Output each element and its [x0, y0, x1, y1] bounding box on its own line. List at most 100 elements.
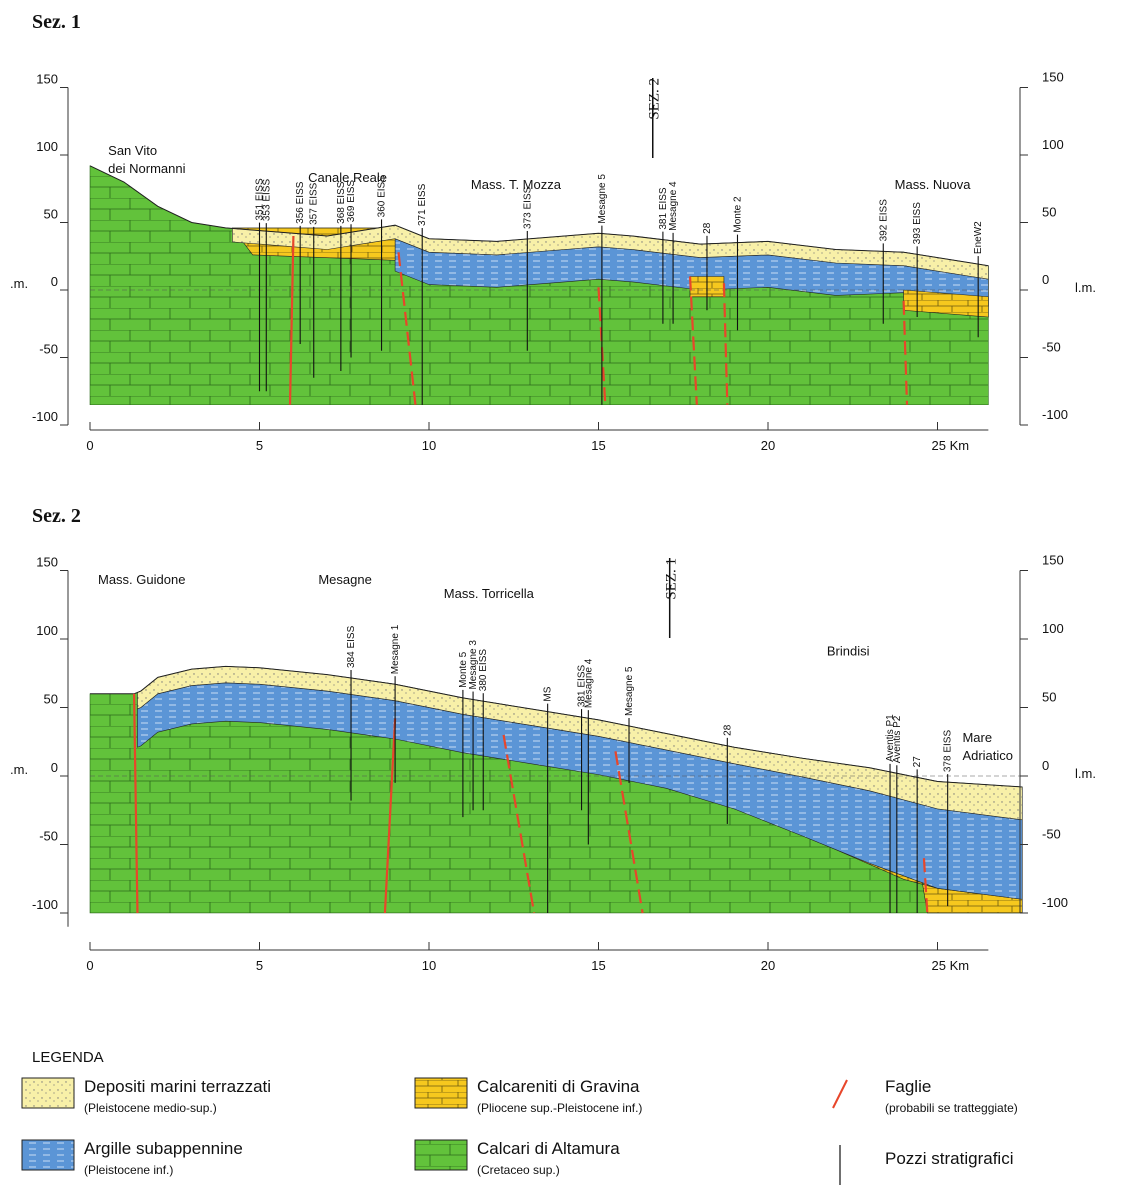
y-tick-label: 150: [36, 72, 58, 87]
y-tick-label: 0: [1042, 758, 1049, 773]
well-label: 357 EISS: [309, 182, 320, 225]
place-label: Adriatico: [962, 748, 1013, 763]
x-tick-label: 20: [761, 438, 775, 453]
y-tick-label: 100: [36, 623, 58, 638]
y-tick-label: 0: [51, 760, 58, 775]
y-tick-label: -100: [32, 409, 58, 424]
datum-label: .m.: [10, 276, 28, 291]
well-label: 371 EISS: [417, 183, 428, 226]
section-marker-label: SEZ. 1: [664, 558, 680, 600]
legend-swatch: [21, 1139, 75, 1171]
x-tick-label: 20: [761, 958, 775, 973]
well-label: 27: [912, 756, 923, 768]
y-tick-label: -100: [1042, 895, 1068, 910]
y-tick-label: -50: [1042, 340, 1061, 355]
well-label: 28: [702, 222, 713, 234]
x-tick-label: 25 Km: [932, 958, 970, 973]
fault: [902, 300, 909, 405]
place-label: Canale Reale: [308, 170, 387, 185]
fault: [722, 283, 729, 405]
legend-name: Calcareniti di Gravina: [477, 1077, 640, 1096]
fault: [288, 235, 295, 405]
y-tick-label: -50: [39, 829, 58, 844]
y-tick-label: 50: [44, 207, 58, 222]
y-tick-label: 0: [51, 274, 58, 289]
legend-title: LEGENDA: [32, 1049, 104, 1066]
well-label: 360 EISS: [377, 175, 388, 218]
place-label: dei Normanni: [108, 161, 185, 176]
well-label: 368 EISS: [336, 181, 347, 224]
y-tick-label: 100: [1042, 137, 1064, 152]
well-label: Mesagne 5: [624, 666, 635, 716]
well-label: 384 EISS: [346, 625, 357, 668]
place-label: Mesagne: [318, 572, 371, 587]
x-tick-label: 0: [86, 958, 93, 973]
well-label: 353 EISS: [261, 179, 272, 222]
legend-period: (Cretaceo sup.): [477, 1163, 560, 1177]
legend-period: (Pleistocene inf.): [84, 1163, 173, 1177]
well-label: 351 EISS: [255, 178, 266, 221]
well-label: 356 EISS: [295, 181, 306, 224]
y-tick-label: -100: [32, 897, 58, 912]
well-label: Mesagne 4: [668, 181, 679, 231]
y-tick-label: -50: [39, 342, 58, 357]
legend-name: Calcari di Altamura: [477, 1139, 620, 1158]
well-label: Aventis P2: [892, 715, 903, 763]
y-tick-label: 150: [1042, 70, 1064, 85]
well-label: 381 EISS: [658, 187, 669, 230]
legend-name: Faglie: [885, 1077, 931, 1096]
fault: [397, 252, 417, 405]
y-tick-label: 50: [1042, 205, 1056, 220]
well-label: 369 EISS: [346, 180, 357, 223]
place-label: San Vito: [108, 143, 157, 158]
legend-period: (Pleistocene medio-sup.): [84, 1101, 217, 1115]
place-label: Mass. T. Mozza: [471, 177, 562, 192]
legend: LEGENDA Depositi marini terrazzati (Pleist…: [21, 1049, 1018, 1185]
x-tick-label: 15: [591, 438, 605, 453]
legend-name: Argille subappennine: [84, 1139, 243, 1158]
well-label: MS: [543, 686, 554, 701]
legend-swatch: [21, 1077, 75, 1109]
y-tick-label: 100: [1042, 621, 1064, 636]
y-tick-label: -50: [1042, 827, 1061, 842]
legend-fault: [832, 1079, 848, 1109]
legend-period: (Pliocene sup.-Pleistocene inf.): [477, 1101, 642, 1115]
fault: [688, 276, 698, 405]
well-label: 373 EISS: [522, 186, 533, 229]
y-tick-label: 0: [1042, 272, 1049, 287]
well-label: Mesagne 1: [390, 624, 401, 674]
place-label: Mass. Guidone: [98, 572, 185, 587]
legend-swatch: [414, 1077, 468, 1109]
y-tick-label: 150: [1042, 553, 1064, 568]
x-tick-label: 10: [422, 438, 436, 453]
datum-label: l.m.: [1075, 280, 1096, 295]
legend-period: (probabili se tratteggiate): [885, 1101, 1018, 1115]
section-title: Sez. 2: [32, 505, 81, 527]
well-label: 381 EISS: [577, 665, 588, 708]
legend-name: Pozzi stratigrafici: [885, 1149, 1013, 1168]
fault: [922, 858, 929, 914]
legend-name: Depositi marini terrazzati: [84, 1077, 271, 1096]
datum-label: l.m.: [1075, 766, 1096, 781]
place-label: Mare: [962, 730, 992, 745]
ground-profile: [89, 165, 989, 267]
well-label: Monte 2: [732, 196, 743, 233]
datum-label: .m.: [10, 762, 28, 777]
y-tick-label: 50: [1042, 690, 1056, 705]
fault: [132, 693, 139, 914]
well-label: EneW2: [973, 221, 984, 254]
well-label: 380 EISS: [478, 649, 489, 692]
place-label: Brindisi: [827, 643, 870, 658]
x-tick-label: 25 Km: [932, 438, 970, 453]
fault: [383, 718, 397, 914]
well-label: Monte 5: [458, 651, 469, 688]
well-label: 392 EISS: [878, 199, 889, 242]
section-title: Sez. 1: [32, 11, 81, 33]
y-tick-label: 50: [44, 692, 58, 707]
well-label: 393 EISS: [912, 202, 923, 245]
well-label: 28: [722, 724, 733, 736]
ground-profile: [90, 665, 1023, 788]
well-label: Aventis P1: [885, 714, 896, 762]
